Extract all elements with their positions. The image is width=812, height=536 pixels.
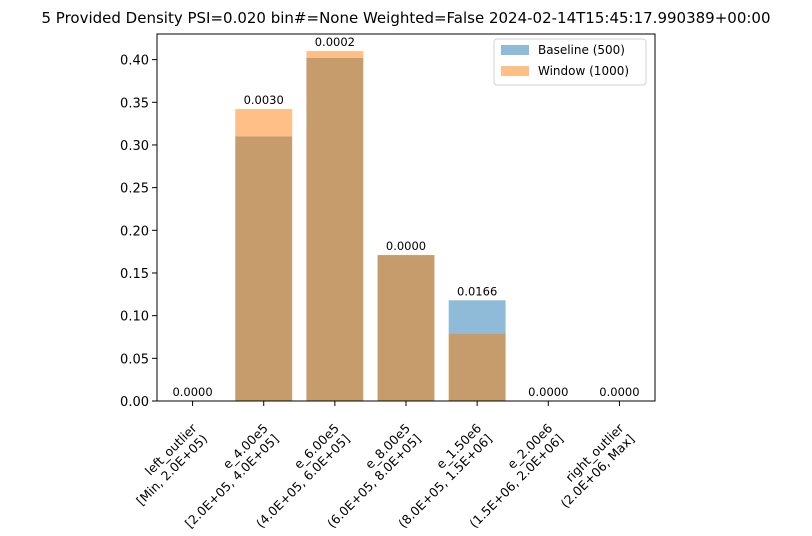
- bar-label-0: 0.0000: [172, 385, 212, 399]
- bar-excess-1: [235, 109, 293, 137]
- y-tick-label-4: 0.20: [120, 224, 149, 239]
- legend: Baseline (500) Window (1000): [493, 38, 647, 86]
- bar-overlap-4: [448, 333, 506, 401]
- bar-excess-2: [306, 51, 364, 58]
- x-tick-label-0: left_outlier[Min, 2.0E+05): [123, 420, 211, 508]
- chart-title: 5 Provided Density PSI=0.020 bin#=None W…: [41, 9, 770, 27]
- plot-frame: [156, 33, 656, 402]
- bar-label-5: 0.0000: [528, 385, 568, 399]
- bar-label-3: 0.0000: [386, 239, 426, 253]
- bar-overlap-1: [235, 136, 293, 401]
- legend-box: [493, 38, 647, 86]
- y-tick-label-6: 0.30: [120, 139, 149, 154]
- bars-group: [235, 51, 506, 401]
- y-tick-label-7: 0.35: [120, 96, 149, 111]
- bar-label-6: 0.0000: [599, 385, 639, 399]
- y-tick-label-3: 0.15: [120, 267, 149, 282]
- y-tick-label-8: 0.40: [120, 54, 149, 69]
- bar-overlap-3: [377, 255, 435, 401]
- y-tick-label-0: 0.00: [120, 395, 149, 410]
- legend-label-window: Window (1000): [538, 64, 629, 78]
- bar-label-4: 0.0166: [457, 284, 497, 298]
- y-axis: 0.00 0.05 0.10 0.15 0.20 0.25 0.30 0.35 0.40: [120, 54, 157, 410]
- x-axis: left_outlier[Min, 2.0E+05) e_4.00e5[2.0E+…: [123, 401, 638, 531]
- y-tick-label-2: 0.10: [120, 310, 149, 325]
- bar-overlap-2: [306, 57, 364, 401]
- legend-label-baseline: Baseline (500): [538, 43, 625, 57]
- y-tick-label-1: 0.05: [120, 352, 149, 367]
- bar-label-2: 0.0002: [315, 35, 355, 49]
- bar-labels-group: 0.0000 0.0030 0.0002 0.0000 0.0166 0.0000 0.00…: [172, 35, 639, 399]
- legend-swatch-window: [501, 66, 529, 76]
- bar-excess-4: [448, 300, 506, 334]
- bar-label-1: 0.0030: [244, 93, 284, 107]
- y-tick-label-5: 0.25: [120, 182, 149, 197]
- legend-swatch-baseline: [501, 45, 529, 55]
- x-tick-label-6: right_outlier(2.0E+06, Max]: [547, 420, 638, 511]
